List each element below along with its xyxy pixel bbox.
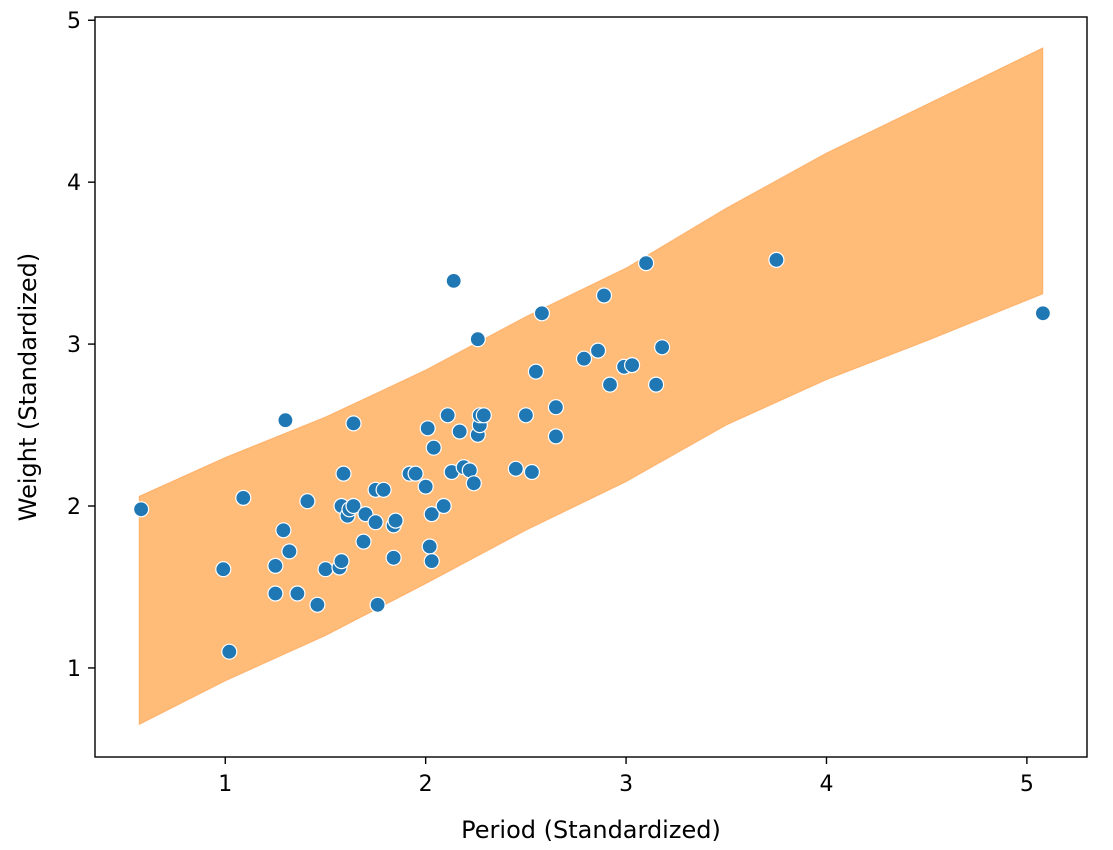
scatter-point — [589, 342, 607, 359]
scatter-point — [367, 514, 384, 531]
scatter-point — [523, 463, 541, 481]
scatter-point — [575, 350, 593, 367]
scatter-point — [335, 465, 352, 482]
scatter-point — [445, 272, 462, 289]
scatter-point — [623, 357, 641, 374]
scatter-point — [465, 475, 482, 492]
scatter-point — [309, 596, 326, 613]
scatter-point — [375, 481, 392, 498]
scatter-point — [423, 505, 440, 523]
scatter-point — [333, 552, 350, 570]
scatter-point — [417, 478, 434, 495]
plot-frame — [94, 16, 1088, 758]
scatter-point — [601, 376, 619, 393]
scatter-point — [451, 423, 468, 440]
scatter-point — [533, 305, 551, 322]
x-tick-label: 3 — [619, 772, 633, 797]
points-layer — [133, 251, 1052, 660]
scatter-point — [221, 643, 238, 660]
scatter-point — [385, 549, 402, 566]
x-tick-label: 5 — [1020, 772, 1034, 797]
prediction-band — [138, 47, 1044, 726]
y-tick-label: 3 — [67, 333, 81, 358]
x-axis: 1 2 3 4 5 — [218, 757, 1034, 797]
scatter-point — [527, 363, 545, 380]
x-tick-label: 4 — [819, 772, 833, 797]
scatter-point — [369, 596, 386, 613]
scatter-point — [289, 585, 306, 602]
scatter-point — [419, 420, 436, 437]
y-tick-label: 1 — [67, 657, 81, 682]
scatter-point — [407, 465, 424, 482]
scatter-point — [345, 415, 362, 432]
x-axis-label: Period (Standardized) — [461, 816, 721, 844]
scatter-point — [768, 251, 785, 268]
scatter-point — [275, 522, 292, 539]
y-tick-label: 2 — [67, 495, 81, 520]
scatter-point — [425, 439, 442, 456]
scatter-point — [267, 585, 284, 602]
scatter-point — [423, 552, 440, 570]
scatter-point — [517, 407, 535, 424]
y-tick-label: 4 — [67, 171, 81, 196]
scatter-point — [1034, 305, 1052, 322]
scatter-point — [475, 407, 492, 424]
scatter-point — [345, 497, 362, 515]
x-tick-label: 2 — [419, 772, 433, 797]
scatter-point — [439, 407, 456, 424]
scatter-point — [235, 489, 252, 506]
y-axis-label: Weight (Standardized) — [14, 253, 42, 521]
scatter-point — [133, 501, 150, 518]
scatter-point — [267, 557, 284, 575]
scatter-point — [637, 255, 655, 272]
scatter-point — [507, 460, 524, 477]
scatter-point — [547, 428, 565, 445]
scatter-point — [435, 497, 452, 515]
scatter-point — [281, 543, 298, 560]
scatter-point — [469, 331, 486, 348]
scatter-point — [277, 412, 294, 429]
scatter-point — [595, 287, 613, 304]
scatter-point — [387, 512, 404, 529]
scatter-point — [215, 561, 232, 578]
scatter-point — [653, 339, 671, 356]
band-layer — [138, 47, 1044, 726]
scatter-point — [647, 376, 665, 393]
y-tick-label: 5 — [67, 9, 81, 34]
scatter-point — [547, 399, 565, 416]
scatter-point — [355, 533, 372, 550]
x-tick-label: 1 — [218, 772, 232, 797]
scatter-point — [317, 561, 334, 578]
scatter-point — [299, 493, 316, 510]
y-axis: 1 2 3 4 5 — [67, 9, 95, 682]
scatter-point — [421, 538, 438, 555]
